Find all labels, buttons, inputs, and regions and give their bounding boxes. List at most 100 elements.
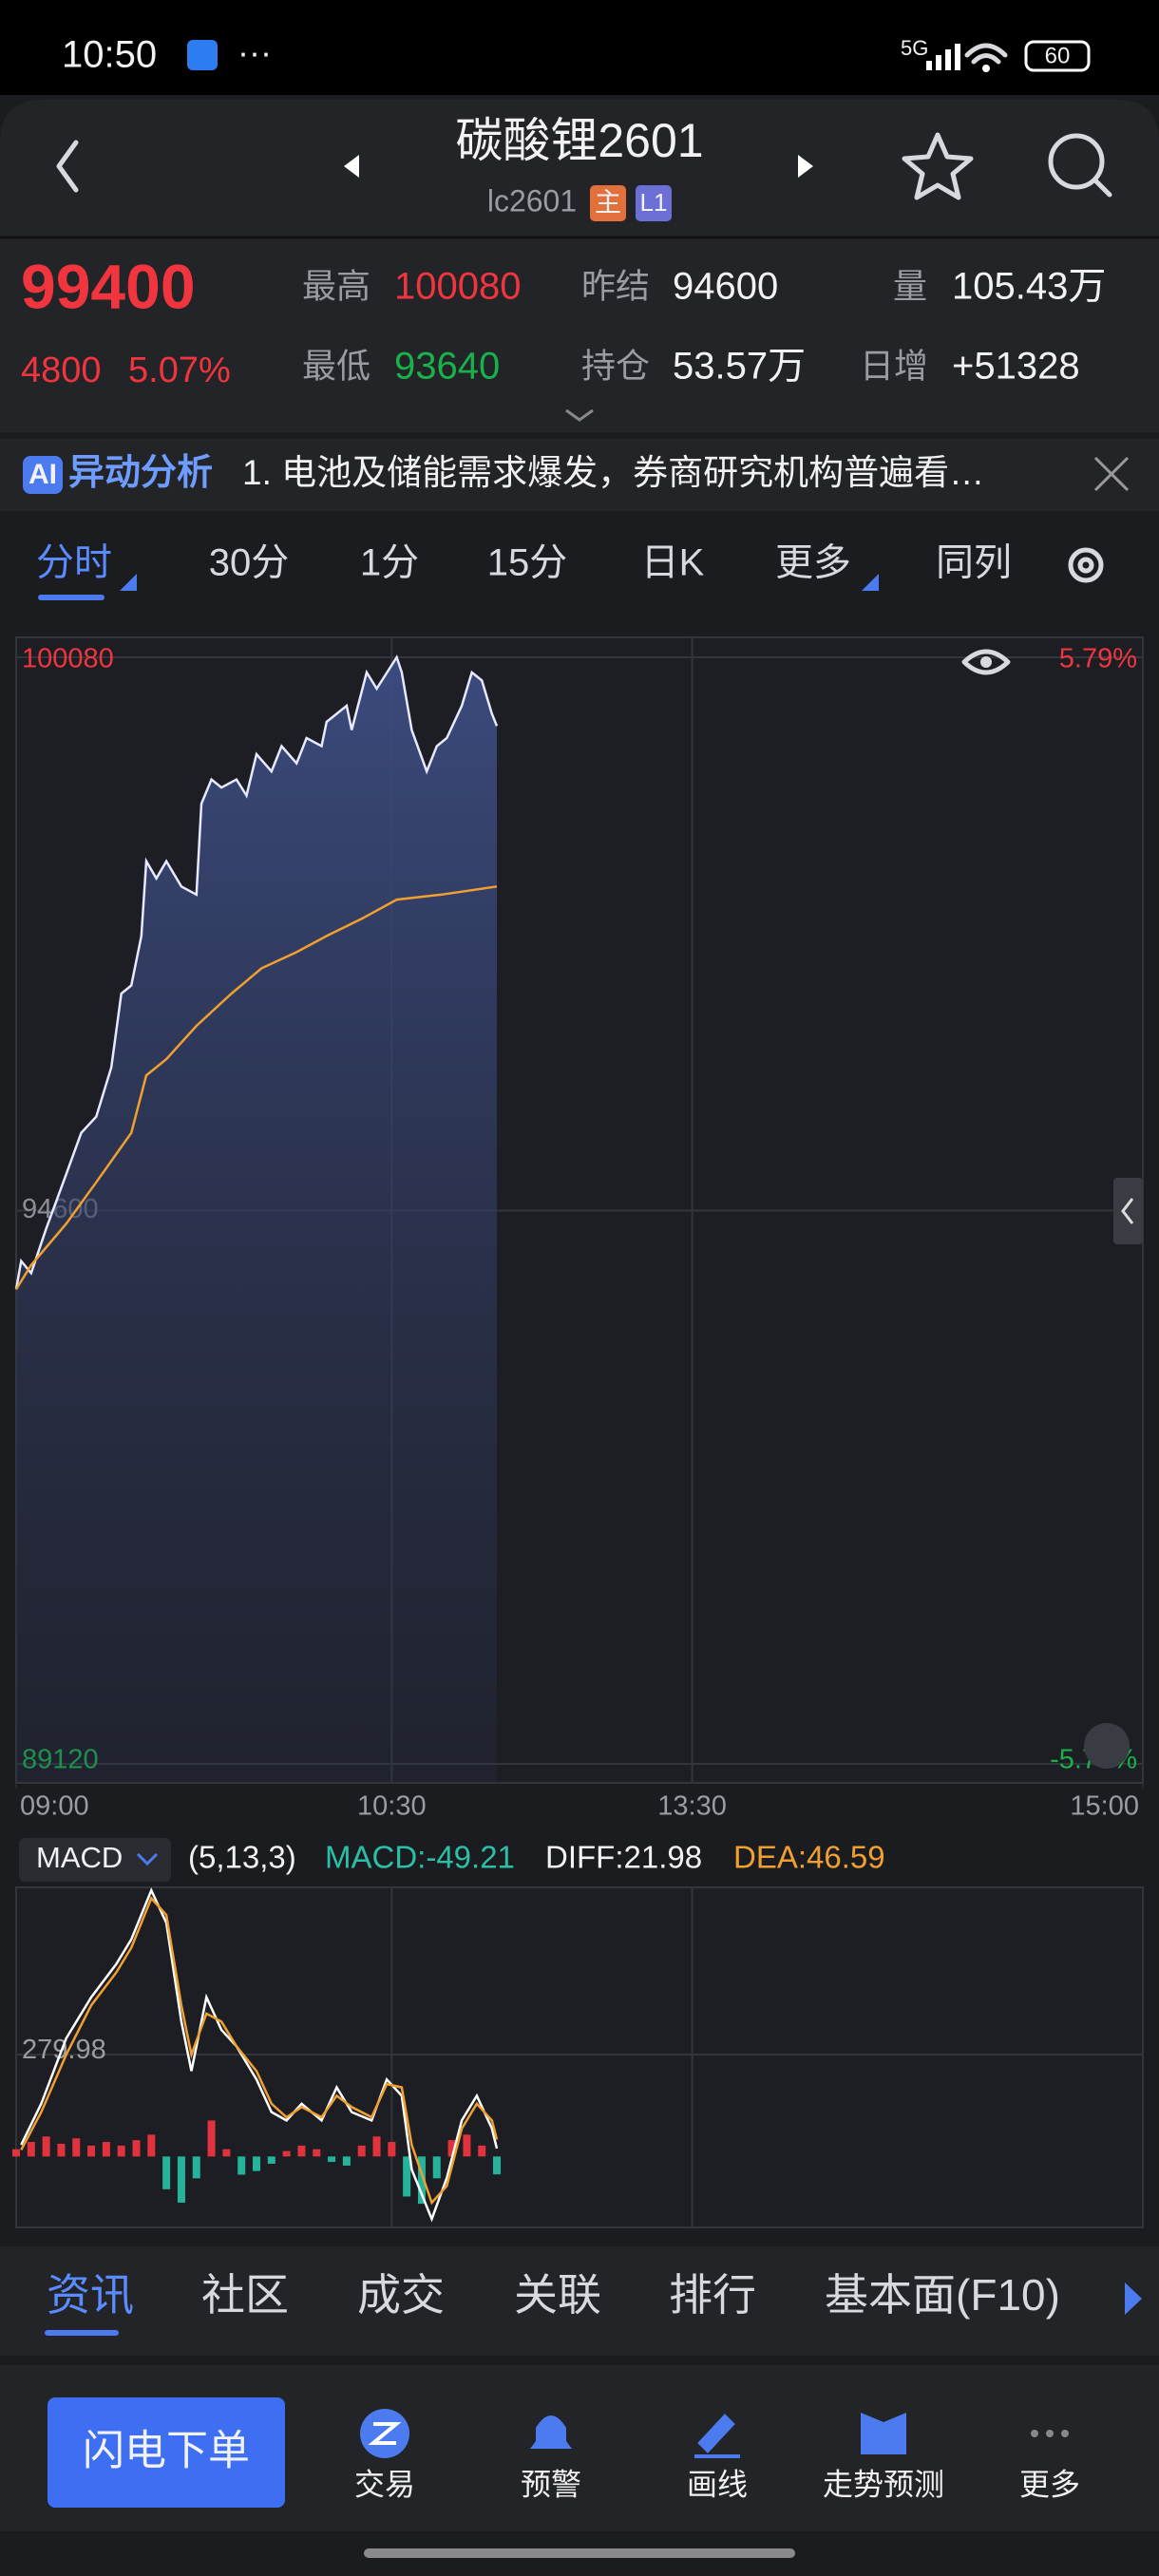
- action-label[interactable]: 预警: [521, 2467, 581, 2501]
- next-contract[interactable]: [798, 155, 813, 178]
- ai-badge-text: AI: [28, 459, 57, 490]
- bottom-tab[interactable]: 资讯: [47, 2270, 134, 2320]
- macd-bar: [57, 2143, 66, 2157]
- action-label[interactable]: 交易: [354, 2467, 415, 2501]
- period-tab[interactable]: 同列: [936, 542, 1012, 584]
- ai-badge: [23, 456, 63, 494]
- y-tick-label: 100080: [22, 644, 114, 674]
- macd-bar: [372, 2136, 381, 2157]
- period-tab[interactable]: 更多: [775, 542, 851, 584]
- settings-button[interactable]: [1068, 547, 1104, 583]
- macd-bar: [117, 2145, 125, 2157]
- indicator-select[interactable]: [19, 1838, 171, 1882]
- macd-bar: [12, 2149, 20, 2157]
- trade-glyph: [368, 2422, 402, 2445]
- macd-bar: [72, 2138, 81, 2157]
- diff-label: DIFF:21.98: [545, 1840, 702, 1875]
- bottom-tab[interactable]: 基本面(F10): [825, 2270, 1060, 2320]
- macd-bar: [447, 2140, 456, 2157]
- side-arrow: [1121, 1198, 1134, 1224]
- action-label[interactable]: 画线: [687, 2467, 748, 2501]
- period-tab[interactable]: 1分: [360, 542, 419, 584]
- price-line: [14, 654, 499, 1290]
- price-area: [16, 657, 498, 1782]
- badge-level-text: L1: [640, 188, 668, 217]
- home-indicator: [364, 2548, 795, 2558]
- macd-bar: [297, 2145, 306, 2157]
- period-tabs: 分时 30分 1分 15分 日K 更多 同列: [36, 542, 1012, 584]
- macd-bar: [432, 2156, 441, 2179]
- stat-label: 持仓: [581, 347, 650, 386]
- tabs-scroll[interactable]: [1125, 2282, 1142, 2315]
- more-dot: [1046, 2430, 1054, 2437]
- action-label[interactable]: 走势预测: [823, 2467, 944, 2501]
- bottom-tab[interactable]: 排行: [669, 2270, 756, 2320]
- macd-bar: [192, 2156, 200, 2179]
- macd-bar: [42, 2136, 50, 2157]
- close-banner[interactable]: [1093, 456, 1130, 492]
- tab-underline: [38, 595, 104, 600]
- bottom-tab[interactable]: 社区: [201, 2270, 289, 2320]
- expand-quote[interactable]: [565, 408, 594, 422]
- last-price: 99400: [21, 251, 196, 321]
- stat-label: 量: [893, 267, 927, 306]
- macd-bar: [102, 2142, 110, 2157]
- favorite-button[interactable]: [902, 132, 974, 200]
- macd-label: MACD:-49.21: [325, 1840, 515, 1875]
- macd-bar: [313, 2149, 321, 2157]
- macd-bar: [417, 2156, 426, 2205]
- plots: 10008094600891205.79%-5.79%09:0010:3013:…: [12, 637, 1144, 2227]
- bottom-tab[interactable]: 成交: [357, 2270, 445, 2320]
- x-tick-label: 09:00: [20, 1791, 89, 1822]
- prev-contract[interactable]: [344, 155, 359, 178]
- macd-bar: [357, 2145, 366, 2157]
- macd-bar: [207, 2120, 216, 2157]
- wifi-icon: [964, 43, 1008, 65]
- settings-core: [1077, 557, 1094, 574]
- bottom-tabs-bar: [0, 2246, 1159, 2356]
- average-line: [14, 885, 498, 1291]
- battery-icon: [1024, 40, 1091, 72]
- more-dot: [1061, 2430, 1069, 2437]
- search-button[interactable]: [1048, 133, 1105, 190]
- bottom-tab-underline: [45, 2330, 119, 2336]
- macd-bar: [493, 2156, 502, 2175]
- macd-frame: [15, 1886, 1144, 2228]
- bottom-tabs: 资讯 社区 成交 关联 排行 基本面(F10): [47, 2270, 1060, 2320]
- badge-main: [590, 185, 626, 221]
- macd-bar: [147, 2134, 156, 2157]
- alert-icon: [530, 2415, 572, 2453]
- search-handle: [1092, 178, 1112, 198]
- stat-value: 94600: [673, 266, 778, 308]
- bottom-tab[interactable]: 关联: [514, 2270, 601, 2320]
- macd-bar: [238, 2156, 246, 2175]
- macd-bar: [222, 2149, 231, 2157]
- contract-code: lc2601: [487, 183, 577, 218]
- action-label[interactable]: 更多: [1019, 2467, 1080, 2501]
- period-tab[interactable]: 30分: [209, 542, 290, 584]
- stat-value: 93640: [394, 346, 500, 388]
- back-button[interactable]: [56, 140, 79, 193]
- period-tab[interactable]: 15分: [487, 542, 568, 584]
- side-panel-toggle[interactable]: [1113, 1178, 1143, 1244]
- ai-banner[interactable]: [0, 439, 1159, 511]
- price-change-pct: 5.07%: [128, 350, 231, 390]
- dea-label: DEA:46.59: [733, 1840, 885, 1875]
- status-network: 5G: [901, 36, 928, 60]
- action-items: 交易 预警 画线 走势预测 更多: [354, 2409, 1080, 2501]
- period-tab[interactable]: 日K: [641, 542, 705, 584]
- status-app-icon: [187, 40, 218, 70]
- badge-main-text: 主: [595, 187, 621, 217]
- macd-bar: [162, 2156, 171, 2189]
- diff-line: [20, 1886, 499, 2223]
- eye-toggle[interactable]: [961, 649, 1011, 675]
- flash-order-button[interactable]: [48, 2397, 285, 2508]
- stat-value: 100080: [394, 266, 521, 308]
- indicator-name: MACD: [36, 1841, 123, 1874]
- fullscreen-button[interactable]: [1084, 1723, 1130, 1769]
- eye-pupil: [980, 656, 992, 668]
- period-tab[interactable]: 分时: [36, 542, 112, 584]
- indicator-arrow: [136, 1852, 159, 1866]
- x-tick-label: 10:30: [357, 1791, 427, 1822]
- ai-title: 异动分析: [68, 453, 213, 493]
